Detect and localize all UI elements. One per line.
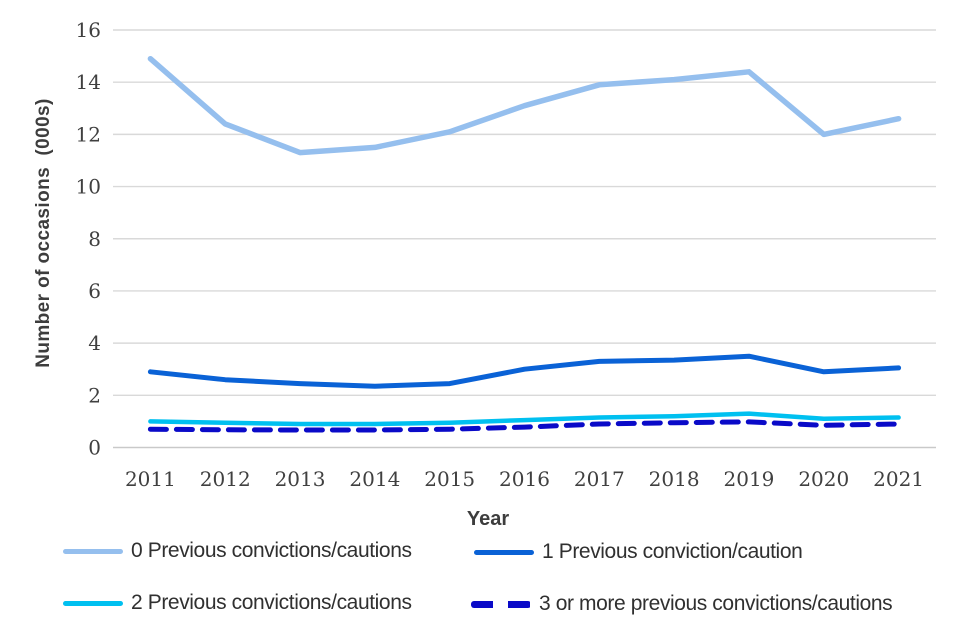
y-tick-label-0: 0 xyxy=(88,436,101,460)
y-axis-title: Number of occasions (000s) xyxy=(33,98,54,368)
y-tick-label-8: 8 xyxy=(88,227,101,251)
legend-swatch-3-or-more-icon xyxy=(471,600,531,608)
legend-swatch-1-previous-icon xyxy=(474,549,534,555)
legend-label-2-previous: 2 Previous convictions/cautions xyxy=(131,591,412,614)
legend-item-3-or-more: 3 or more previous convictions/cautions xyxy=(471,592,893,615)
legend-item-2-previous: 2 Previous convictions/cautions xyxy=(63,591,412,614)
x-tick-label-2018: 2018 xyxy=(649,467,700,491)
y-tick-label-4: 4 xyxy=(88,331,101,355)
x-tick-label-2012: 2012 xyxy=(200,467,251,491)
series-line-3 xyxy=(147,419,902,433)
series-line-2 xyxy=(148,411,901,427)
x-tick-label-2017: 2017 xyxy=(574,467,625,491)
y-tick-label-14: 14 xyxy=(76,70,101,94)
legend-swatch-2-previous-icon xyxy=(63,600,123,606)
y-tick-label-10: 10 xyxy=(76,175,101,199)
legend-item-0-previous: 0 Previous convictions/cautions xyxy=(63,539,412,562)
x-tick-label-2020: 2020 xyxy=(798,467,849,491)
x-tick-label-2019: 2019 xyxy=(724,467,775,491)
series-line-1 xyxy=(147,353,902,389)
x-tick-label-2021: 2021 xyxy=(873,467,924,491)
legend-label-1-previous: 1 Previous conviction/caution xyxy=(542,540,803,563)
x-tick-label-2016: 2016 xyxy=(499,467,550,491)
y-tick-label-16: 16 xyxy=(76,18,101,42)
line-chart: 0 2 4 6 8 10 12 14 16 2011 2012 2013 2014 2015 2016 201… xyxy=(76,18,936,491)
legend-item-1-previous: 1 Previous conviction/caution xyxy=(474,540,803,563)
series-line-0 xyxy=(147,55,902,156)
legend-swatch-0-previous-icon xyxy=(63,548,123,554)
legend-label-3-or-more: 3 or more previous convictions/cautions xyxy=(539,592,893,615)
y-tick-label-12: 12 xyxy=(76,122,101,146)
x-tick-label-2015: 2015 xyxy=(424,467,475,491)
x-tick-label-2011: 2011 xyxy=(125,467,176,491)
y-tick-label-2: 2 xyxy=(88,383,101,407)
x-tick-label-2014: 2014 xyxy=(349,467,400,491)
x-axis-title: Year xyxy=(466,508,510,530)
x-tick-label-2013: 2013 xyxy=(275,467,326,491)
y-tick-label-6: 6 xyxy=(88,279,101,303)
legend-label-0-previous: 0 Previous convictions/cautions xyxy=(131,539,412,562)
